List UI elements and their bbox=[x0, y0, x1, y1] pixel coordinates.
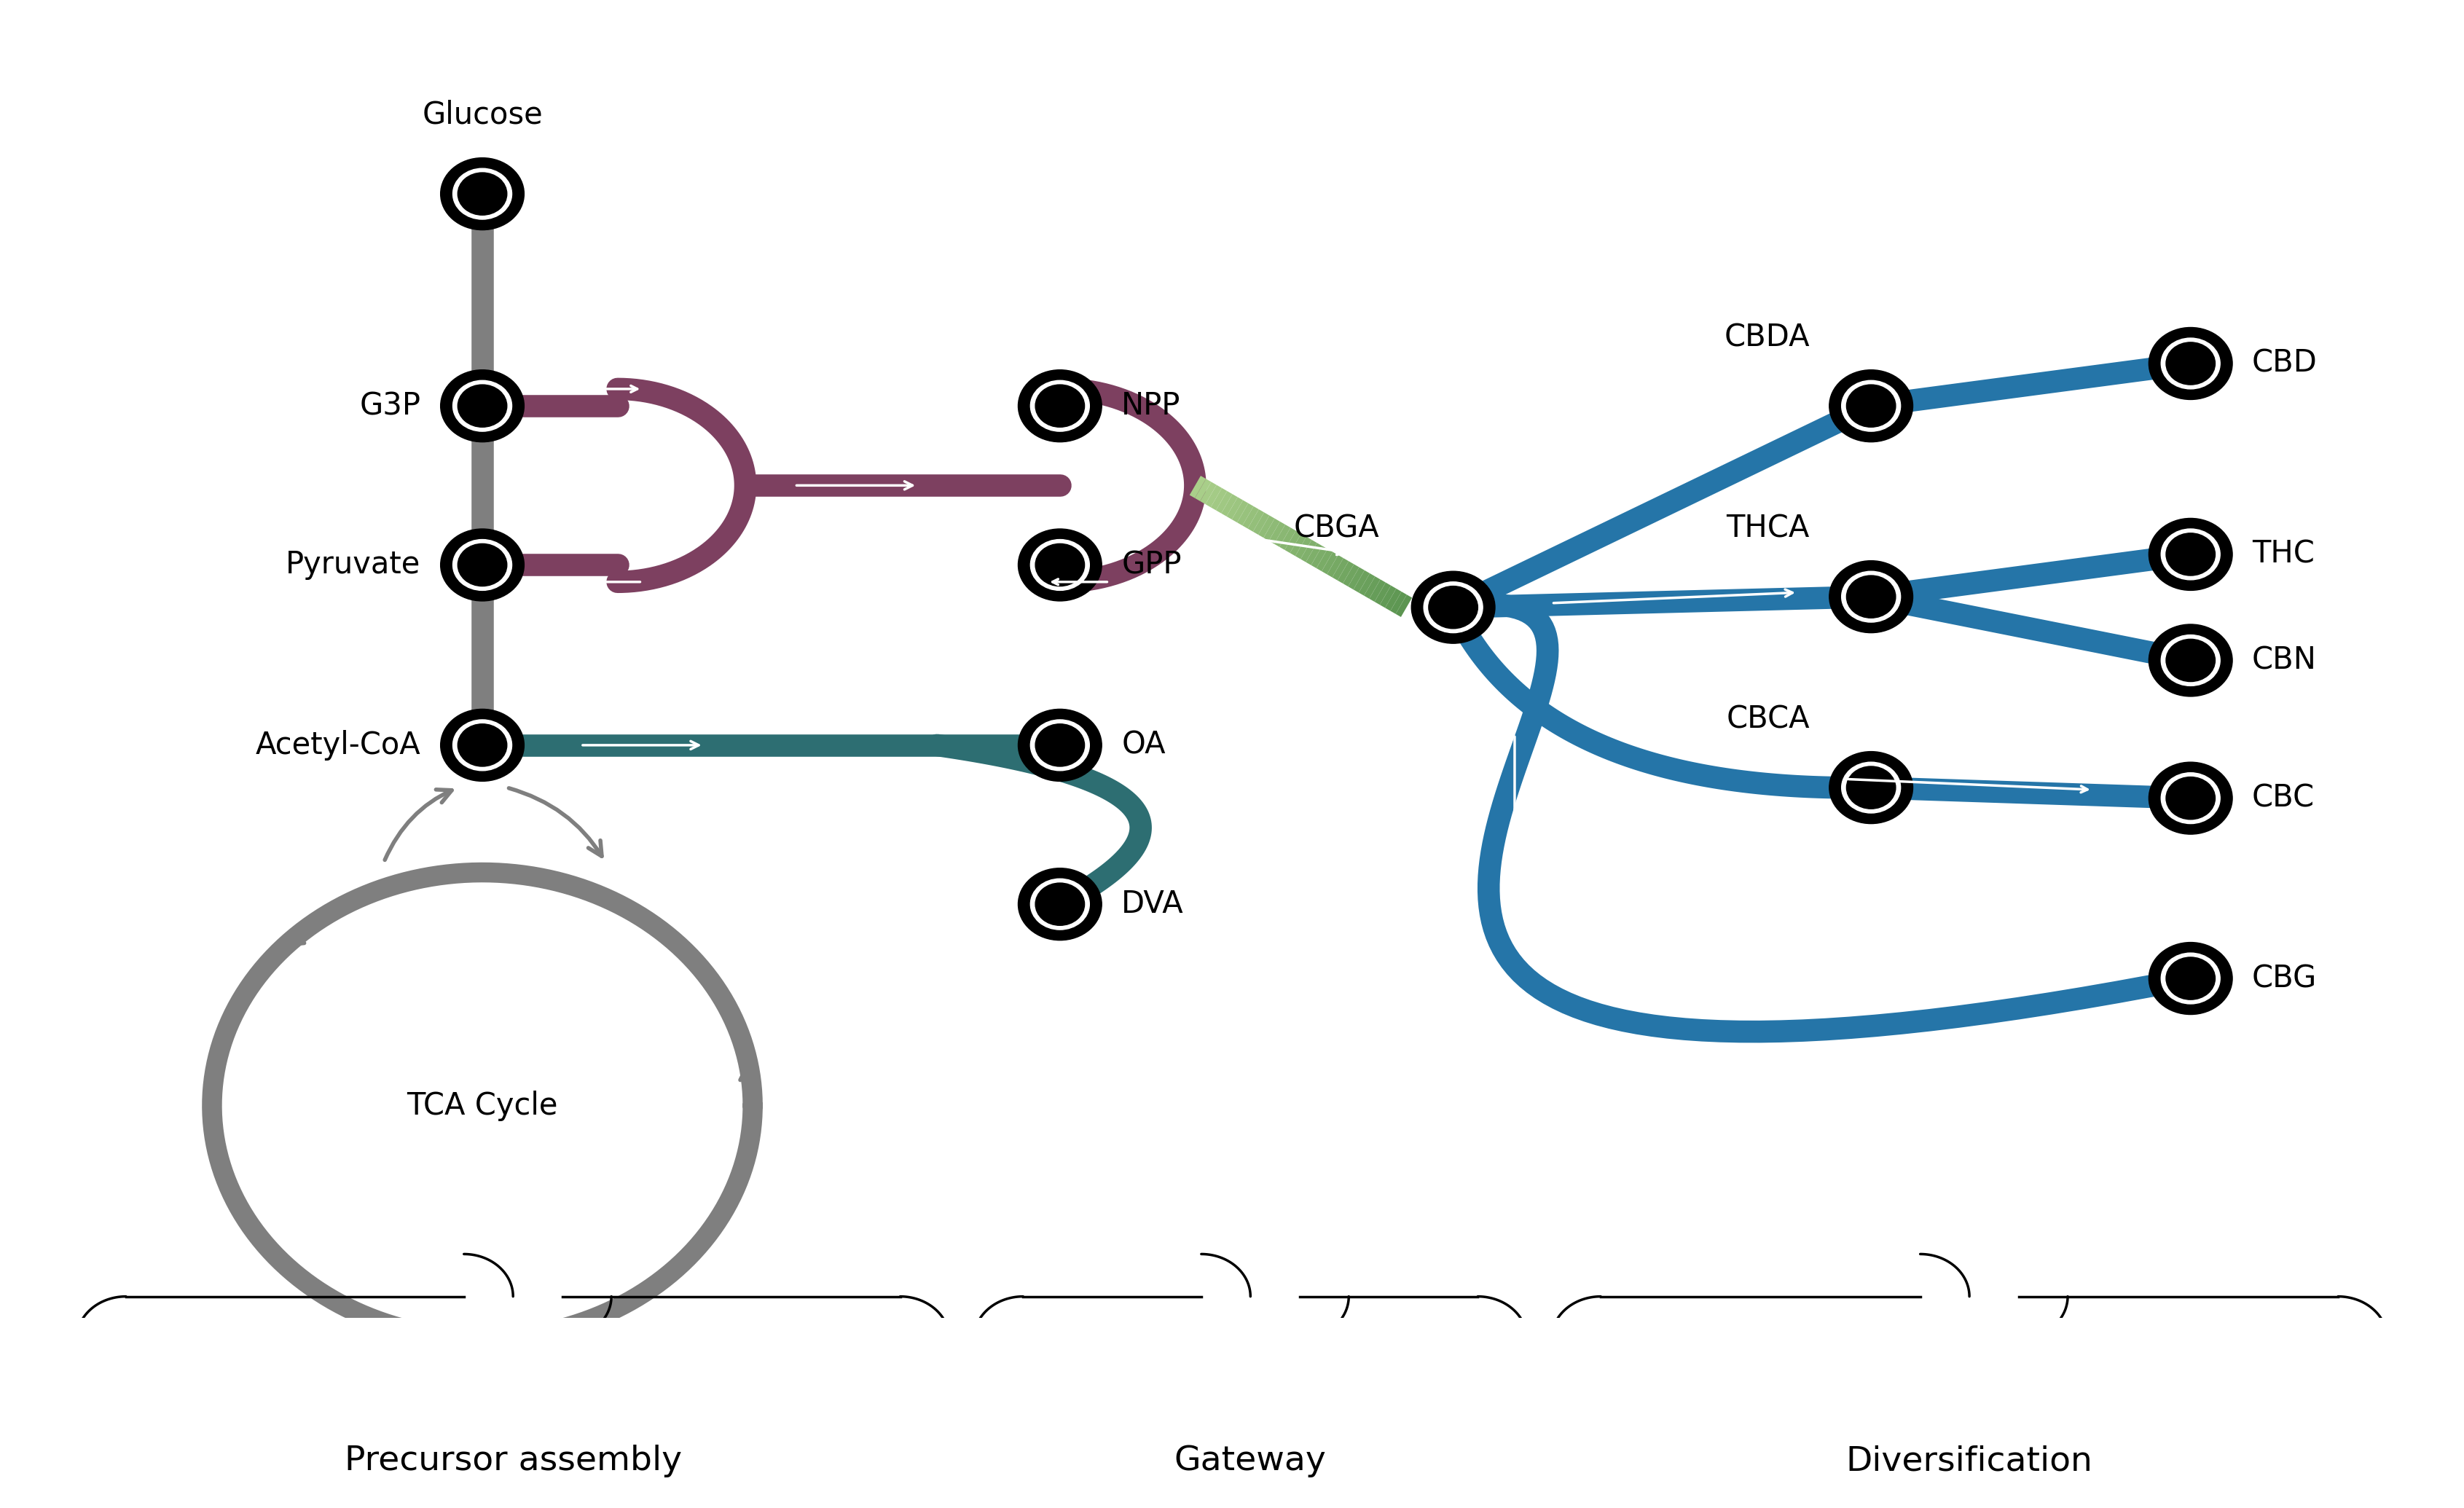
Text: CBD: CBD bbox=[2252, 348, 2319, 379]
Circle shape bbox=[2161, 953, 2220, 1004]
Circle shape bbox=[2149, 519, 2232, 591]
Circle shape bbox=[453, 380, 513, 431]
Circle shape bbox=[1846, 766, 1895, 808]
Text: TCA Cycle: TCA Cycle bbox=[407, 1090, 557, 1120]
Circle shape bbox=[441, 369, 525, 442]
Text: OA: OA bbox=[1121, 730, 1165, 760]
Circle shape bbox=[2166, 534, 2215, 576]
Circle shape bbox=[441, 158, 525, 229]
Circle shape bbox=[1828, 561, 1912, 633]
Text: Pyruvate: Pyruvate bbox=[286, 549, 421, 581]
Text: CBCA: CBCA bbox=[1727, 704, 1809, 734]
Circle shape bbox=[1841, 380, 1900, 431]
Circle shape bbox=[1424, 582, 1483, 633]
Circle shape bbox=[2161, 529, 2220, 579]
Text: CBDA: CBDA bbox=[1725, 323, 1809, 353]
FancyArrowPatch shape bbox=[384, 790, 451, 860]
Circle shape bbox=[1841, 572, 1900, 623]
Circle shape bbox=[1429, 587, 1478, 629]
Circle shape bbox=[453, 540, 513, 591]
Circle shape bbox=[2149, 327, 2232, 400]
Circle shape bbox=[1030, 540, 1089, 591]
Circle shape bbox=[1030, 380, 1089, 431]
Text: Diversification: Diversification bbox=[1846, 1445, 2092, 1478]
Text: THC: THC bbox=[2252, 538, 2314, 570]
Text: Acetyl-CoA: Acetyl-CoA bbox=[256, 730, 421, 760]
Circle shape bbox=[2161, 338, 2220, 389]
Text: Precursor assembly: Precursor assembly bbox=[345, 1445, 683, 1478]
Circle shape bbox=[1846, 576, 1895, 618]
Circle shape bbox=[1846, 385, 1895, 427]
Circle shape bbox=[2161, 772, 2220, 823]
Circle shape bbox=[458, 544, 508, 587]
Circle shape bbox=[1030, 879, 1089, 929]
Circle shape bbox=[441, 529, 525, 602]
Circle shape bbox=[2166, 958, 2215, 1000]
Circle shape bbox=[2166, 342, 2215, 385]
Circle shape bbox=[1018, 529, 1101, 602]
Text: Glucose: Glucose bbox=[421, 100, 542, 130]
Circle shape bbox=[1412, 572, 1496, 644]
Text: THCA: THCA bbox=[1727, 513, 1809, 544]
Circle shape bbox=[453, 719, 513, 771]
Circle shape bbox=[1018, 369, 1101, 442]
Circle shape bbox=[1018, 709, 1101, 781]
Circle shape bbox=[1035, 884, 1084, 926]
Text: NPP: NPP bbox=[1121, 391, 1180, 421]
Text: DVA: DVA bbox=[1121, 888, 1183, 920]
Text: CBGA: CBGA bbox=[1294, 513, 1380, 544]
Circle shape bbox=[458, 724, 508, 766]
Circle shape bbox=[1018, 869, 1101, 941]
Circle shape bbox=[2166, 777, 2215, 819]
Circle shape bbox=[1035, 724, 1084, 766]
Text: CBN: CBN bbox=[2252, 645, 2316, 676]
Circle shape bbox=[2149, 762, 2232, 834]
Text: CBC: CBC bbox=[2252, 783, 2314, 813]
FancyArrowPatch shape bbox=[510, 789, 601, 857]
Circle shape bbox=[1828, 369, 1912, 442]
Circle shape bbox=[1828, 751, 1912, 823]
Circle shape bbox=[2166, 639, 2215, 682]
Text: Gateway: Gateway bbox=[1175, 1445, 1326, 1478]
Circle shape bbox=[1035, 385, 1084, 427]
Circle shape bbox=[453, 169, 513, 219]
Circle shape bbox=[1035, 544, 1084, 587]
Circle shape bbox=[458, 385, 508, 427]
Circle shape bbox=[2149, 942, 2232, 1015]
Circle shape bbox=[1030, 719, 1089, 771]
Circle shape bbox=[2149, 624, 2232, 697]
Text: G3P: G3P bbox=[360, 391, 421, 421]
Text: GPP: GPP bbox=[1121, 549, 1183, 581]
Text: CBG: CBG bbox=[2252, 964, 2316, 994]
Circle shape bbox=[458, 173, 508, 216]
Circle shape bbox=[2161, 635, 2220, 686]
Circle shape bbox=[1841, 762, 1900, 813]
Circle shape bbox=[441, 709, 525, 781]
